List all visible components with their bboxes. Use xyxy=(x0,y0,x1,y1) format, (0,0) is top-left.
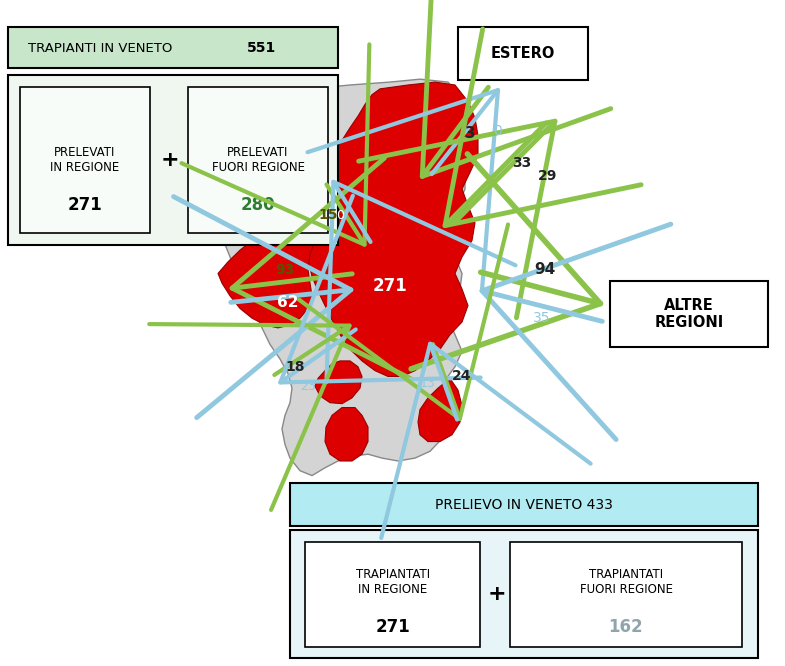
Text: PRELIEVO IN VENETO 433: PRELIEVO IN VENETO 433 xyxy=(435,498,613,511)
Text: 271: 271 xyxy=(68,196,102,214)
Bar xyxy=(290,484,758,526)
Text: ALTRE
REGIONI: ALTRE REGIONI xyxy=(655,298,724,330)
Text: PRELEVATI
FUORI REGIONE: PRELEVATI FUORI REGIONE xyxy=(211,146,305,174)
Text: 18: 18 xyxy=(285,360,305,374)
Bar xyxy=(8,27,338,67)
Text: 24: 24 xyxy=(452,370,472,384)
Text: 93: 93 xyxy=(276,262,294,276)
Text: TRAPIANTI IN VENETO: TRAPIANTI IN VENETO xyxy=(27,41,172,55)
Text: 3: 3 xyxy=(465,126,475,141)
Text: ESTERO: ESTERO xyxy=(491,47,555,61)
Text: PRELEVATI
IN REGIONE: PRELEVATI IN REGIONE xyxy=(50,146,119,174)
Text: 551: 551 xyxy=(247,41,276,55)
Bar xyxy=(610,281,768,348)
Text: 23: 23 xyxy=(300,380,316,393)
Text: 33: 33 xyxy=(513,156,531,170)
Text: 271: 271 xyxy=(376,618,411,636)
Bar xyxy=(290,530,758,658)
Polygon shape xyxy=(315,361,362,404)
Bar xyxy=(20,87,150,232)
Text: 94: 94 xyxy=(535,262,556,277)
Text: 162: 162 xyxy=(608,618,644,636)
Polygon shape xyxy=(218,215,315,328)
Polygon shape xyxy=(418,378,462,442)
Bar xyxy=(458,27,588,80)
Text: 0: 0 xyxy=(494,124,502,138)
Text: 15: 15 xyxy=(318,208,338,222)
Text: 62: 62 xyxy=(277,295,299,310)
Text: 0: 0 xyxy=(336,208,344,222)
Polygon shape xyxy=(325,408,368,461)
Polygon shape xyxy=(305,82,478,376)
Bar xyxy=(188,87,328,232)
Bar xyxy=(510,541,742,647)
Text: TRAPIANTATI
FUORI REGIONE: TRAPIANTATI FUORI REGIONE xyxy=(579,569,673,597)
Bar xyxy=(305,541,480,647)
Text: +: + xyxy=(161,150,179,170)
Text: 271: 271 xyxy=(373,277,407,295)
Text: +: + xyxy=(487,584,506,604)
Polygon shape xyxy=(148,79,465,476)
Text: TRAPIANTATI
IN REGIONE: TRAPIANTATI IN REGIONE xyxy=(356,569,430,597)
Text: 29: 29 xyxy=(539,169,557,183)
Text: 280: 280 xyxy=(241,196,276,214)
Bar xyxy=(8,75,338,245)
Text: 35: 35 xyxy=(533,311,551,325)
Text: 13: 13 xyxy=(420,377,436,390)
